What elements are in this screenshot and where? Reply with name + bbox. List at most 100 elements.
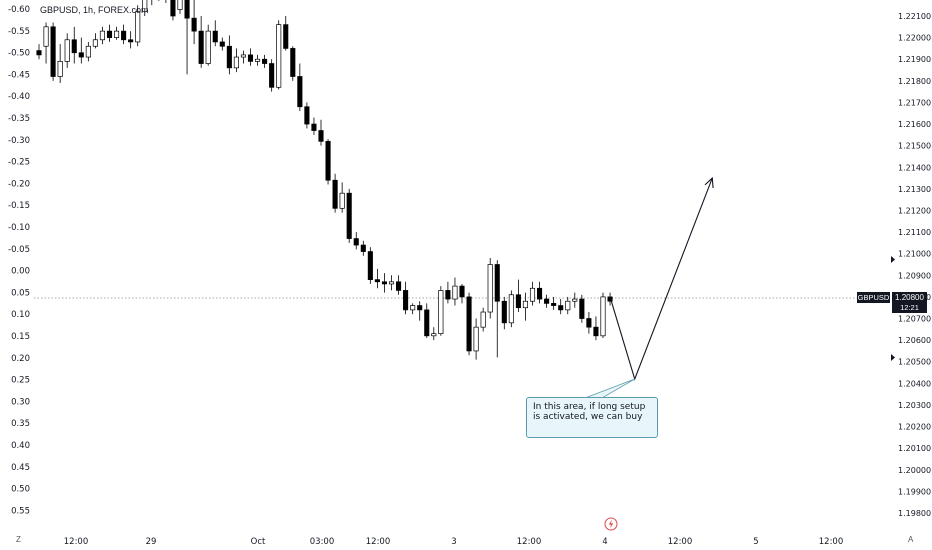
left-axis-tick-label: 0.35 bbox=[11, 419, 30, 429]
drawing-layer[interactable] bbox=[584, 176, 714, 399]
candle-down bbox=[501, 300, 507, 324]
price-scale-axis[interactable]: 1.22100 1.22000 1.21900 1.21800 1.21700 1.216… bbox=[898, 12, 931, 518]
candle-down bbox=[396, 281, 402, 291]
price-axis-tick-label: 1.20300 bbox=[898, 401, 931, 410]
price-axis-tick-label: 1.21900 bbox=[898, 55, 931, 64]
candle-up bbox=[473, 326, 479, 352]
candle-up bbox=[452, 285, 458, 300]
candle-down bbox=[184, 0, 190, 19]
price-axis-tick-label: 1.19800 bbox=[898, 509, 931, 518]
candle-up bbox=[255, 58, 261, 62]
flash-icon[interactable] bbox=[604, 517, 618, 531]
candle-up bbox=[339, 192, 345, 209]
candle-down bbox=[586, 318, 592, 328]
candle-down bbox=[424, 309, 430, 337]
time-axis-tick-label: 12:00 bbox=[64, 537, 89, 547]
candle-up bbox=[487, 264, 493, 313]
left-axis-tick-label: 0.45 bbox=[11, 463, 30, 473]
time-axis[interactable]: 12:00 29 Oct 03:00 12:00 3 12:00 4 12:00 5 12:00 bbox=[64, 537, 844, 547]
price-axis-tick-label: 1.21200 bbox=[898, 206, 931, 215]
annotation-callout[interactable]: In this area, if long setup is activated… bbox=[526, 397, 658, 438]
candle-down bbox=[212, 30, 218, 43]
price-axis-tick-label: 1.21400 bbox=[898, 163, 931, 172]
price-axis-tick-label: 1.22000 bbox=[898, 34, 931, 43]
candle-up bbox=[99, 30, 106, 41]
left-axis-tick-label: -0.40 bbox=[8, 92, 30, 102]
projection-arrow[interactable] bbox=[609, 177, 713, 381]
candle-up bbox=[205, 30, 211, 64]
zoom-toggle-button[interactable]: Z bbox=[16, 535, 21, 544]
candle-down bbox=[128, 39, 134, 43]
candle-up bbox=[431, 333, 437, 337]
candle-up bbox=[529, 287, 536, 302]
time-axis-tick-label: 5 bbox=[753, 537, 758, 547]
left-scale-axis[interactable]: -0.60 -0.55 -0.50 -0.45 -0.40 -0.35 -0.30 -0.25… bbox=[8, 5, 30, 516]
candle-up bbox=[43, 26, 49, 47]
candle-down bbox=[445, 290, 451, 300]
price-axis-tick-label: 1.20200 bbox=[898, 423, 931, 432]
time-axis-tick-label: Oct bbox=[251, 537, 266, 547]
candle-down bbox=[311, 123, 317, 131]
candle-up bbox=[410, 305, 416, 311]
triangle-right-icon[interactable] bbox=[891, 354, 895, 361]
price-axis-tick-label: 1.21000 bbox=[898, 250, 931, 259]
left-axis-tick-label: 0.25 bbox=[11, 376, 30, 386]
symbol-title[interactable]: GBPUSD, 1h, FOREX.com bbox=[40, 5, 149, 15]
left-axis-tick-label: 0.30 bbox=[11, 397, 30, 407]
candle-down bbox=[191, 17, 197, 32]
candle-down bbox=[332, 179, 338, 209]
candle-down bbox=[381, 281, 388, 285]
candle-down bbox=[318, 130, 324, 142]
left-axis-tick-label: 0.10 bbox=[11, 310, 30, 320]
price-axis-tick-label: 1.21800 bbox=[898, 77, 931, 86]
candle-down bbox=[558, 305, 564, 311]
time-axis-tick-label: 12:00 bbox=[517, 537, 542, 547]
candle-up bbox=[438, 290, 444, 334]
candle-down bbox=[283, 24, 289, 49]
candle-down bbox=[536, 287, 543, 300]
triangle-right-icon[interactable] bbox=[891, 256, 895, 263]
left-axis-tick-label: 0.40 bbox=[11, 441, 30, 451]
candle-up bbox=[177, 0, 183, 10]
candle-down bbox=[198, 30, 204, 64]
candle-down bbox=[325, 140, 331, 181]
price-axis-tick-label: 1.20600 bbox=[898, 336, 931, 345]
candle-down bbox=[71, 39, 77, 54]
candle-up bbox=[522, 300, 529, 309]
left-axis-tick-label: -0.55 bbox=[8, 27, 30, 37]
left-axis-tick-label: -0.30 bbox=[8, 136, 30, 146]
price-label-symbol: GBPUSD bbox=[857, 292, 890, 303]
candle-down bbox=[374, 279, 380, 283]
left-axis-tick-label: 0.00 bbox=[11, 267, 30, 277]
candle-up bbox=[92, 39, 98, 47]
candle-down bbox=[297, 76, 303, 108]
price-axis-tick-label: 1.21700 bbox=[898, 98, 931, 107]
candle-down bbox=[494, 264, 500, 302]
time-axis-tick-label: 12:00 bbox=[819, 537, 844, 547]
candle-up bbox=[85, 45, 91, 58]
left-axis-tick-label: -0.15 bbox=[8, 201, 30, 211]
candle-up bbox=[233, 56, 239, 69]
candle-down bbox=[106, 30, 113, 38]
price-axis-tick-label: 1.21600 bbox=[898, 120, 931, 129]
candle-down bbox=[36, 50, 42, 56]
candle-up bbox=[565, 300, 571, 311]
price-axis-tick-label: 1.20900 bbox=[898, 271, 931, 280]
left-axis-tick-label: -0.45 bbox=[8, 70, 30, 80]
time-axis-tick-label: 4 bbox=[602, 537, 607, 547]
left-axis-tick-label: -0.35 bbox=[8, 114, 30, 124]
left-axis-tick-label: 0.20 bbox=[11, 354, 30, 364]
bar-countdown: 12:21 bbox=[892, 303, 927, 313]
candle-down bbox=[170, 0, 176, 17]
candle-up bbox=[572, 298, 578, 302]
candle-down bbox=[304, 106, 310, 125]
candle-up bbox=[600, 296, 606, 337]
current-price-label: GBPUSD 1.20800 12:21 bbox=[857, 292, 927, 313]
auto-scale-button[interactable]: A bbox=[908, 535, 914, 544]
candle-up bbox=[57, 61, 63, 77]
candle-down bbox=[121, 30, 127, 41]
arrow-head bbox=[704, 176, 714, 189]
candles-layer bbox=[36, 0, 613, 360]
time-axis-tick-label: 3 bbox=[451, 537, 456, 547]
